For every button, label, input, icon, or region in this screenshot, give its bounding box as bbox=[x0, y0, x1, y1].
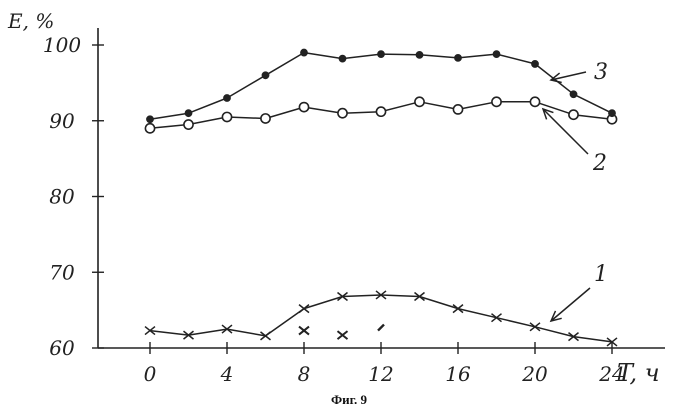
series-layer bbox=[145, 49, 617, 346]
y-tick-label: 60 bbox=[49, 336, 75, 360]
data-point bbox=[224, 95, 231, 102]
data-point bbox=[492, 314, 502, 322]
x-tick-label: 12 bbox=[368, 362, 393, 386]
stray-mark bbox=[338, 331, 348, 339]
data-point bbox=[222, 112, 231, 121]
data-point bbox=[453, 105, 462, 114]
series-labels: 1 2 3 bbox=[543, 60, 608, 321]
x-tick-label: 0 bbox=[144, 362, 157, 386]
stray-mark bbox=[299, 327, 309, 335]
y-tick-label: 80 bbox=[49, 185, 75, 209]
data-point bbox=[185, 110, 192, 117]
data-point bbox=[301, 49, 308, 56]
stray-mark bbox=[378, 325, 384, 331]
series-label-2: 2 bbox=[592, 151, 607, 176]
data-point bbox=[492, 97, 501, 106]
data-point bbox=[453, 305, 463, 313]
data-point bbox=[532, 61, 539, 68]
x-tick-label: 20 bbox=[521, 362, 548, 386]
y-axis-label: E, % bbox=[7, 9, 54, 33]
x-tick-label: 8 bbox=[298, 362, 311, 386]
data-point bbox=[147, 116, 154, 123]
data-point bbox=[530, 97, 539, 106]
data-point bbox=[455, 54, 462, 61]
y-tick-label: 90 bbox=[49, 109, 75, 133]
data-point bbox=[184, 120, 193, 129]
data-point bbox=[145, 124, 154, 133]
data-point bbox=[262, 72, 269, 79]
y-tick-label: 100 bbox=[43, 33, 81, 57]
data-point bbox=[416, 51, 423, 58]
series-label-arrow bbox=[551, 288, 590, 321]
x-tick-label: 24 bbox=[598, 362, 624, 386]
y-ticks: 60 70 80 90 100 bbox=[43, 33, 104, 360]
data-point bbox=[530, 323, 540, 331]
data-point bbox=[338, 109, 347, 118]
data-point bbox=[609, 110, 616, 117]
data-point bbox=[339, 55, 346, 62]
series-1 bbox=[145, 291, 617, 346]
series-label-3: 3 bbox=[594, 60, 608, 85]
data-point bbox=[415, 97, 424, 106]
data-point bbox=[569, 110, 578, 119]
data-point bbox=[299, 305, 309, 313]
data-point bbox=[570, 91, 577, 98]
data-point bbox=[299, 103, 308, 112]
x-tick-label: 4 bbox=[220, 362, 234, 386]
y-tick-label: 70 bbox=[49, 260, 75, 284]
series-label-1: 1 bbox=[594, 262, 608, 287]
data-point bbox=[261, 114, 270, 123]
x-tick-label: 16 bbox=[445, 362, 471, 386]
data-point bbox=[493, 51, 500, 58]
stray-marks bbox=[299, 325, 384, 340]
figure-caption: Фиг. 9 bbox=[331, 392, 368, 407]
data-point bbox=[378, 51, 385, 58]
data-point bbox=[376, 107, 385, 116]
series-line bbox=[150, 295, 612, 342]
